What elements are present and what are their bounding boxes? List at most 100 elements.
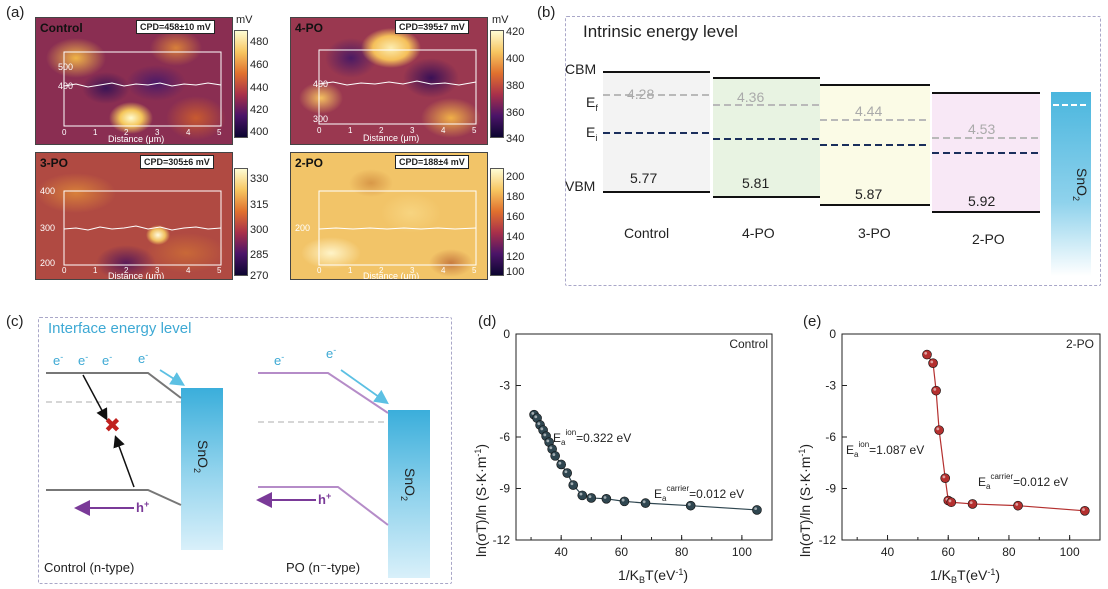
x-tick-label: 80	[1002, 545, 1016, 559]
axis-label: Distance (μm)	[363, 271, 419, 279]
data-point	[619, 496, 630, 507]
x-axis-label: 1/KBT(eV-1)	[618, 567, 688, 585]
y-tick-label: -6	[499, 430, 510, 444]
axis-label: Distance (μm)	[363, 133, 419, 143]
data-point	[752, 505, 762, 515]
svg-text:3: 3	[410, 266, 415, 275]
cbm-line-left	[46, 372, 182, 399]
data-point-highlight	[537, 422, 541, 426]
ef-label: Ef	[586, 94, 598, 113]
sno2-bar	[1051, 92, 1091, 276]
cpd-value: CPD=188±4 mV	[395, 155, 469, 169]
x-tick-label: 40	[554, 545, 568, 559]
data-point-highlight	[936, 427, 940, 431]
svg-text:1: 1	[93, 128, 98, 137]
svg-text:5: 5	[217, 266, 222, 275]
kpfm-map-3po: 3-PO CPD=305±6 mV 400 300 200 0 1 2 3 4 …	[35, 152, 233, 280]
data-point	[550, 451, 560, 461]
data-point-highlight	[687, 502, 691, 506]
sno2-bar-left	[181, 388, 223, 550]
data-point-highlight	[534, 415, 538, 419]
data-point-highlight	[948, 499, 952, 503]
ei-label: Ei	[586, 124, 598, 143]
panel-b-letter: (b)	[537, 4, 556, 21]
y-tick-label: -3	[825, 379, 836, 393]
svg-text:e-: e-	[138, 350, 148, 366]
panel-b-frame	[565, 16, 1101, 286]
svg-text:3: 3	[155, 266, 160, 275]
svg-text:4: 4	[441, 126, 446, 135]
x-axis-label: 1/KBT(eV-1)	[930, 567, 1000, 585]
blocked-icon: ✖	[104, 415, 121, 437]
svg-text:e-: e-	[274, 352, 284, 368]
kpfm-title: 4-PO	[295, 21, 324, 35]
data-point	[1013, 500, 1023, 511]
fit-line	[926, 354, 1085, 512]
x-tick-label: 100	[732, 545, 752, 559]
data-point-highlight	[531, 411, 535, 415]
data-point	[568, 480, 579, 490]
data-point	[562, 468, 572, 478]
y-tick: 500	[58, 62, 73, 72]
x-tick-label: 40	[881, 545, 895, 559]
sample-label: Control	[624, 225, 669, 241]
svg-text:e-: e-	[53, 352, 63, 368]
sno2-label: SnO2	[1071, 168, 1090, 201]
svg-text:1: 1	[348, 266, 353, 275]
ef-value: 4.36	[737, 89, 764, 105]
svg-text:SnO2: SnO2	[1071, 168, 1090, 201]
ef-value: 4.53	[968, 121, 995, 137]
sample-label: 2-PO	[972, 231, 1005, 247]
svg-text:200: 200	[40, 258, 55, 268]
data-point-highlight	[642, 500, 646, 504]
data-point-highlight	[549, 446, 553, 450]
panel-c-title: Interface energy level	[48, 320, 192, 337]
cpd-value: CPD=395±7 mV	[395, 20, 469, 34]
svg-text:400: 400	[40, 186, 55, 196]
data-point	[967, 499, 978, 509]
data-point-highlight	[570, 482, 574, 486]
data-point	[685, 500, 696, 511]
svg-text:e-: e-	[78, 352, 88, 368]
data-point	[1080, 506, 1090, 516]
y-tick-label: -12	[493, 533, 511, 547]
y-axis-label: ln(σT)/ln (S·K·m-1)	[473, 444, 489, 557]
line-profile: 400 300 200 0 1 2 3 4 5 Distance (μm)	[40, 186, 222, 279]
colorbar	[490, 30, 504, 138]
data-point-highlight	[924, 351, 928, 355]
svg-text:h+: h+	[318, 491, 331, 507]
vbm-value: 5.77	[630, 170, 657, 186]
panel-b-title: Intrinsic energy level	[583, 22, 738, 41]
svg-text:0: 0	[62, 266, 67, 275]
svg-text:2: 2	[124, 266, 129, 275]
svg-text:e-: e-	[326, 345, 336, 361]
svg-text:300: 300	[40, 223, 55, 233]
energy-level-diagram: 4.28 4.36 4.44 4.53 5.77 5.81 5.87 5.92 …	[603, 71, 1091, 276]
y-tick: 400	[58, 81, 73, 91]
data-point	[946, 497, 957, 508]
data-point-highlight	[754, 507, 758, 511]
annotation-ion: Eaion=1.087 eV	[846, 440, 924, 459]
data-point-highlight	[969, 501, 973, 505]
y-tick-label: -12	[819, 533, 837, 547]
colorbar	[234, 30, 248, 138]
panel-e-letter: (e)	[803, 313, 822, 330]
x-tick-label: 60	[615, 545, 629, 559]
data-point-highlight	[930, 360, 934, 364]
svg-text:SnO2: SnO2	[192, 440, 211, 473]
data-point-highlight	[558, 461, 562, 465]
panel-c-frame	[38, 317, 452, 584]
sample-label: 4-PO	[742, 225, 775, 241]
x-tick-label: 60	[942, 545, 956, 559]
colorbar	[234, 168, 248, 276]
y-tick-label: -9	[499, 482, 510, 496]
data-point	[940, 473, 950, 483]
line-profile: 500 400 0 1 2 3 4 5 Distance (μm)	[58, 51, 222, 144]
svg-text:5: 5	[217, 128, 222, 137]
kpfm-map-4po: 4-PO CPD=395±7 mV 400 300 0 1 2 3 4 5 Di…	[290, 17, 488, 145]
data-point-highlight	[603, 496, 607, 499]
svg-text:0: 0	[62, 128, 67, 137]
kpfm-map-2po: 2-PO CPD=188±4 mV 200 0 1 2 3 4 5 Distan…	[290, 152, 488, 280]
kpfm-map-control: Control CPD=458±10 mV 500 400 0 1 2 3 4 …	[35, 17, 233, 145]
